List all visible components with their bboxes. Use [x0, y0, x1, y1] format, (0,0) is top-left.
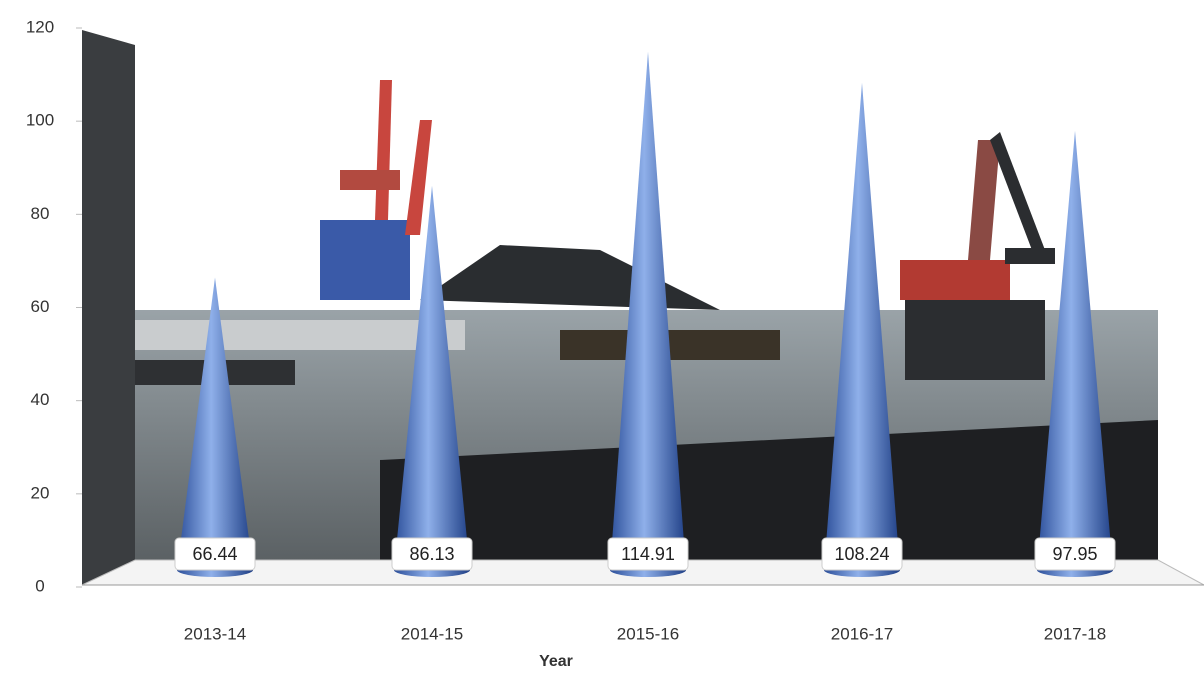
y-tick-label: 120: [26, 17, 54, 36]
y-tick-label: 80: [31, 204, 50, 223]
cone: [1037, 130, 1113, 577]
y-tick-label: 20: [31, 483, 50, 502]
y-tick-label: 0: [35, 576, 44, 595]
data-label: 108.24: [834, 544, 889, 564]
data-label: 114.91: [621, 544, 675, 564]
data-label: 66.44: [192, 544, 237, 564]
cone: [394, 185, 470, 577]
data-label-box: [821, 537, 903, 571]
y-tick-label: 60: [31, 297, 50, 316]
x-tick-label: 2015-16: [617, 624, 679, 643]
data-label-box: [1034, 537, 1116, 571]
data-label-box: [174, 537, 256, 571]
data-label: 97.95: [1052, 544, 1097, 564]
x-tick-label: 2013-14: [184, 624, 246, 643]
cone: [824, 82, 900, 578]
cone: [610, 51, 686, 577]
x-axis-title: Year: [539, 653, 573, 670]
data-label-box: [607, 537, 689, 571]
y-tick-label: 40: [31, 390, 50, 409]
y-tick-label: 100: [26, 111, 54, 130]
cone: [177, 277, 253, 577]
x-tick-label: 2014-15: [401, 624, 463, 643]
data-label-box: [391, 537, 473, 571]
x-tick-label: 2017-18: [1044, 624, 1106, 643]
x-tick-label: 2016-17: [831, 624, 893, 643]
data-label: 86.13: [409, 544, 454, 564]
